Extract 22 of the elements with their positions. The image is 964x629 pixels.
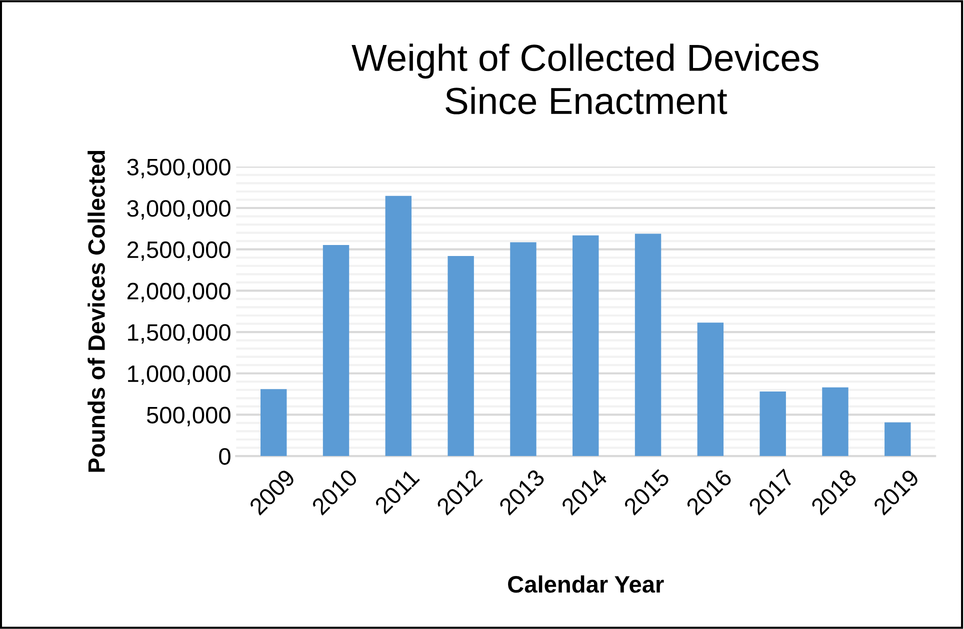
- bar: [697, 322, 724, 456]
- bar: [884, 422, 911, 456]
- chart-title: Weight of Collected Devices Since Enactment: [352, 44, 818, 114]
- y-tick-label: 3,000,000: [127, 200, 230, 220]
- bar: [822, 387, 848, 456]
- y-tick-label: 2,000,000: [127, 282, 230, 302]
- bar: [572, 235, 599, 456]
- bar: [385, 196, 412, 456]
- y-axis-title: Pounds of Devices Collected: [88, 150, 105, 472]
- bar: [634, 234, 662, 456]
- y-tick-label: 2,500,000: [127, 241, 230, 261]
- y-tick-label: 0: [219, 448, 230, 465]
- y-tick-label: 3,500,000: [127, 158, 230, 178]
- x-axis-title: Calendar Year: [508, 575, 664, 593]
- bar: [448, 256, 474, 456]
- y-tick-label: 1,500,000: [128, 324, 230, 344]
- y-tick-label: 1,000,000: [128, 365, 230, 385]
- bar: [322, 245, 350, 456]
- y-tick-label: 500,000: [146, 406, 230, 426]
- bar: [760, 391, 786, 456]
- bar: [260, 389, 287, 456]
- bar: [510, 242, 536, 456]
